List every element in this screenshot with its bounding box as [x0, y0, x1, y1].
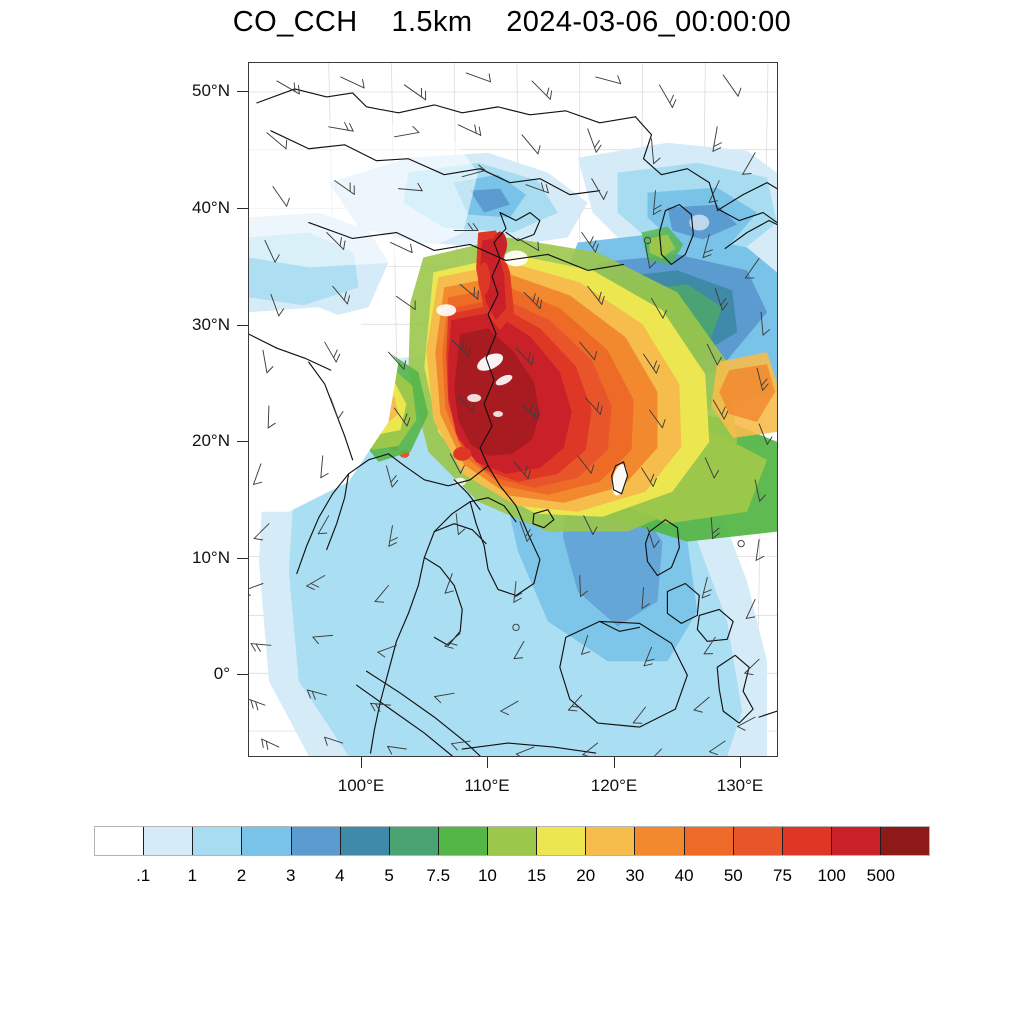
colorbar-cell-4[interactable]	[291, 827, 341, 855]
colorbar-label-3: 3	[285, 866, 296, 885]
colorbar-cell-3[interactable]	[242, 827, 292, 855]
y-tick-30N	[237, 325, 248, 326]
colorbar[interactable]	[94, 826, 930, 856]
y-label-10N: 10°N	[192, 548, 230, 567]
map-plot-area[interactable]	[248, 62, 778, 757]
colorbar-cell-12[interactable]	[684, 827, 734, 855]
colorbar-label-1: 1	[187, 866, 198, 885]
x-label-100E: 100°E	[337, 776, 385, 795]
concentration-field	[249, 117, 777, 756]
colorbar-cell-7[interactable]	[438, 827, 488, 855]
y-label-30N: 30°N	[192, 315, 230, 334]
colorbar-label-13: 75	[773, 866, 792, 885]
y-tick-50N	[237, 91, 248, 92]
colorbar-label-4: 4	[335, 866, 345, 885]
colorbar-label-15: 500	[866, 866, 895, 885]
colorbar-cell-14[interactable]	[782, 827, 832, 855]
coastlines-and-borders	[249, 88, 777, 756]
x-label-110E: 110°E	[464, 776, 510, 795]
y-tick-10N	[237, 558, 248, 559]
colorbar-label-0: .1	[136, 866, 151, 885]
colorbar-label-8: 15	[527, 866, 547, 885]
colorbar-label-7: 10	[477, 866, 497, 885]
colorbar-label-10: 30	[625, 866, 645, 885]
colorbar-cell-2[interactable]	[193, 827, 243, 855]
colorbar-cell-8[interactable]	[488, 827, 538, 855]
map-canvas	[249, 63, 777, 756]
x-tick-100E	[361, 757, 362, 768]
x-tick-120E	[614, 757, 615, 768]
y-label-20N: 20°N	[192, 431, 230, 450]
colorbar-cell-16[interactable]	[881, 827, 930, 855]
colorbar-cell-6[interactable]	[389, 827, 439, 855]
y-label-50N: 50°N	[192, 81, 230, 100]
x-tick-110E	[487, 757, 488, 768]
x-tick-130E	[740, 757, 741, 768]
colorbar-cell-1[interactable]	[144, 827, 194, 855]
colorbar-label-5: 5	[384, 866, 394, 885]
colorbar-cell-9[interactable]	[537, 827, 587, 855]
colorbar-cell-10[interactable]	[586, 827, 636, 855]
figure-title: CO_CCH 1.5km 2024-03-06_00:00:00	[232, 6, 792, 38]
colorbar-label-2: 2	[236, 866, 247, 885]
y-label-40N: 40°N	[192, 198, 230, 217]
colorbar-cell-5[interactable]	[340, 827, 390, 855]
y-tick-0	[237, 674, 248, 675]
colorbar-cell-13[interactable]	[733, 827, 783, 855]
colorbar-cell-11[interactable]	[635, 827, 685, 855]
colorbar-label-6: 7.5	[426, 866, 451, 885]
y-label-0: 0°	[213, 664, 230, 683]
colorbar-cell-0[interactable]	[95, 827, 145, 855]
x-label-130E: 130°E	[716, 776, 764, 795]
colorbar-label-9: 20	[576, 866, 596, 885]
y-tick-40N	[237, 208, 248, 209]
x-label-120E: 120°E	[590, 776, 638, 795]
colorbar-label-11: 40	[674, 866, 694, 885]
colorbar-cell-15[interactable]	[831, 827, 881, 855]
wind-barbs	[249, 72, 773, 756]
colorbar-label-12: 50	[723, 866, 743, 885]
colorbar-label-14: 100	[817, 866, 846, 885]
y-tick-20N	[237, 441, 248, 442]
